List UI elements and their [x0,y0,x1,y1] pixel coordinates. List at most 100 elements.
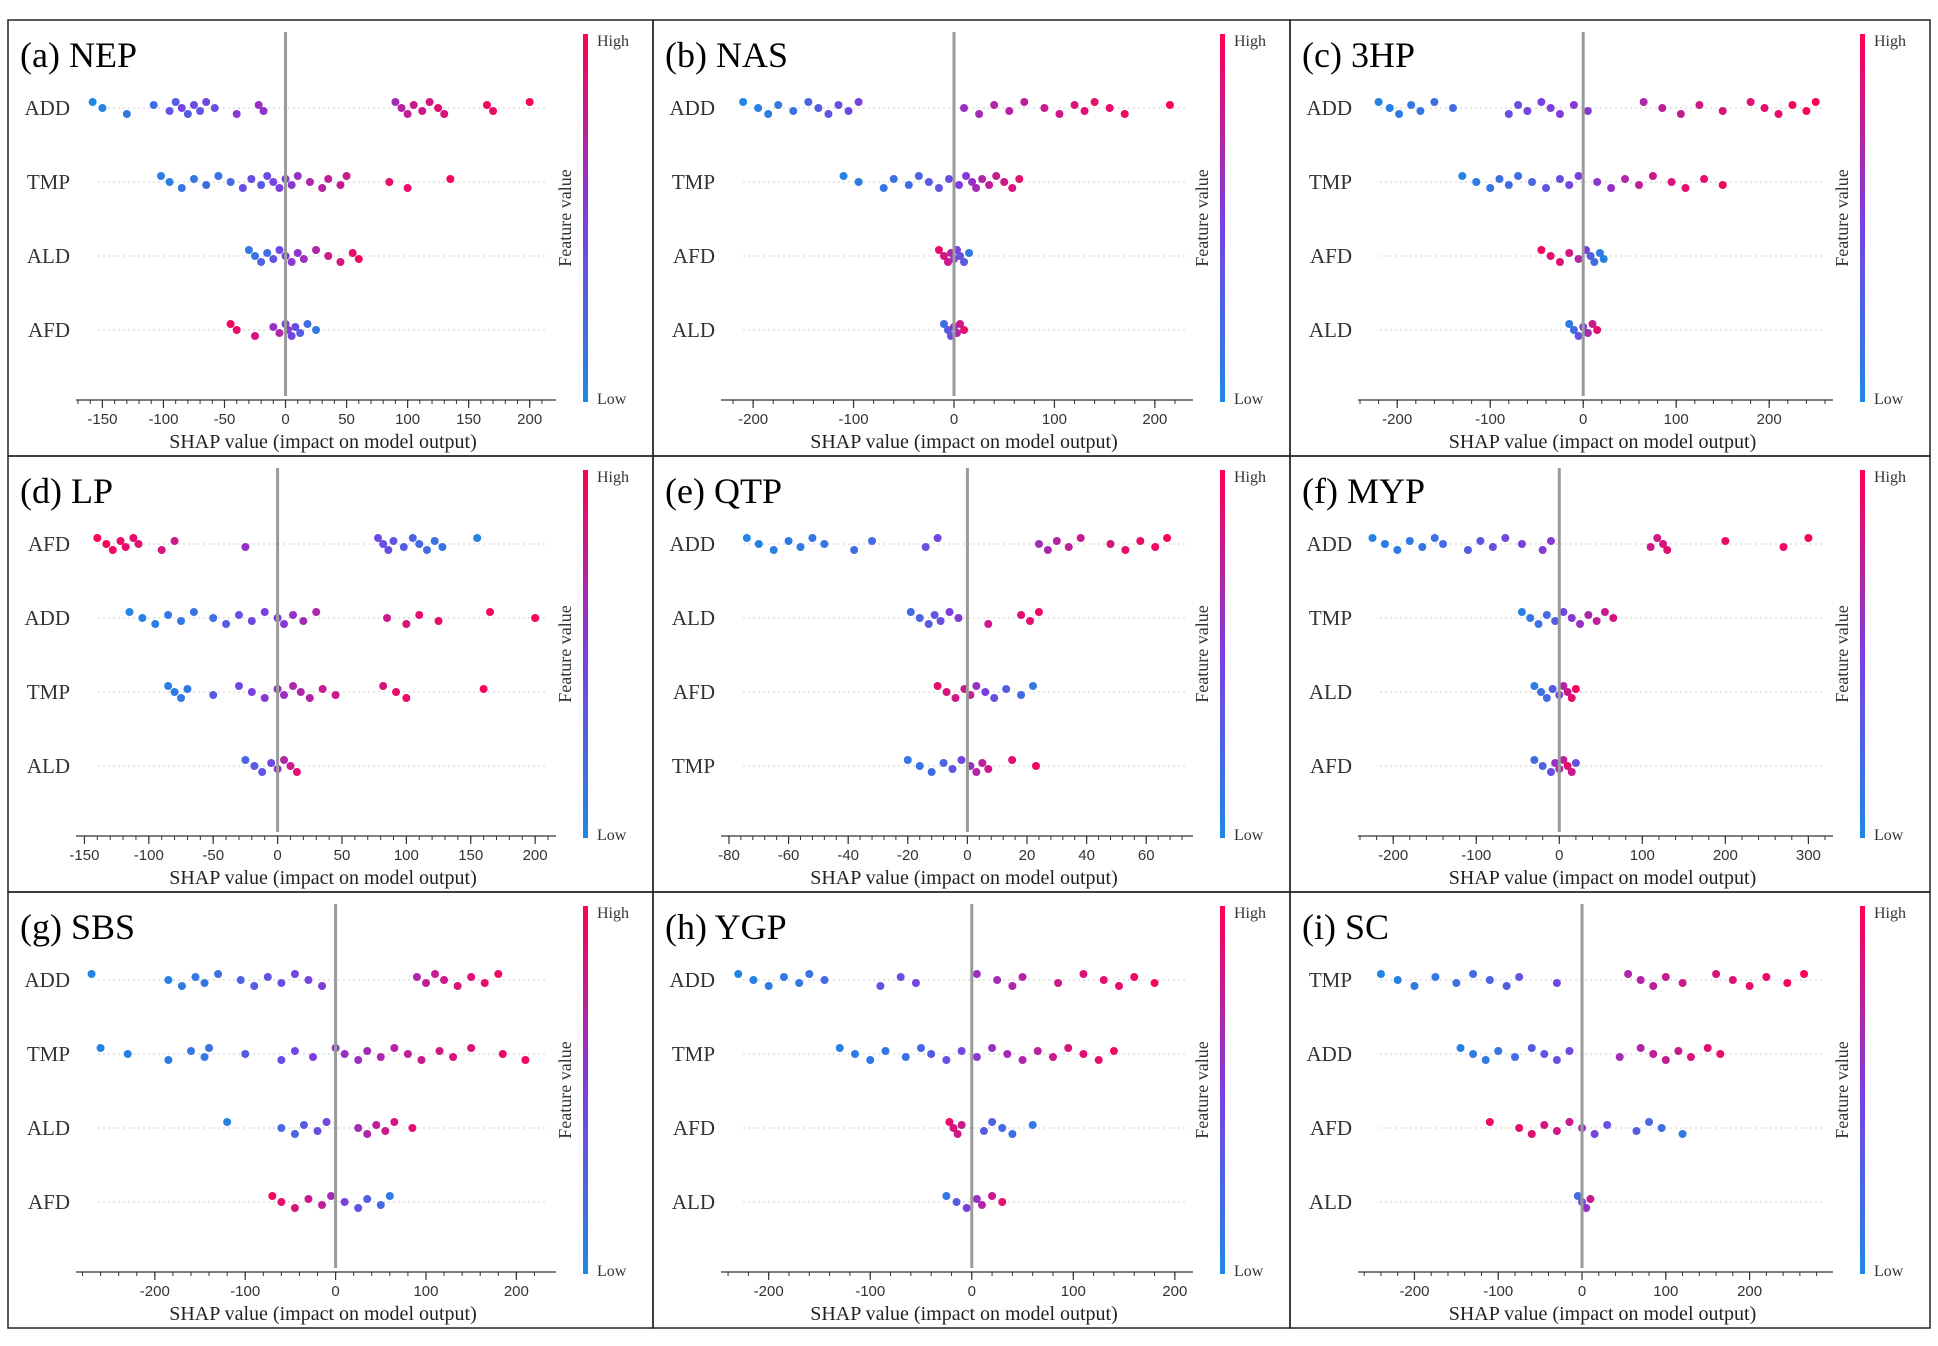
shap-point [1495,175,1504,183]
shap-point [942,1192,951,1200]
shap-point [1530,756,1539,764]
shap-point [868,537,877,545]
shap-point [287,332,296,340]
shap-point [453,982,462,990]
shap-point [1416,107,1425,115]
shap-point [960,326,969,334]
shap-point [949,1124,958,1132]
shap-point [280,620,289,628]
colorbar [1220,906,1225,1274]
shap-point [934,246,943,254]
shap-point [742,534,751,542]
shap-point [1418,543,1427,551]
colorbar-low-label: Low [1234,827,1264,844]
panel-title: (e) QTP [665,471,782,511]
shap-point [1648,172,1657,180]
shap-point [1603,1121,1612,1129]
x-tick-label: 0 [1578,1283,1586,1300]
shap-point [403,1050,412,1058]
shap-point [866,1056,875,1064]
shap-point [259,107,268,115]
x-tick-label: 50 [338,411,355,428]
x-axis-label: SHAP value (impact on model output) [1449,1303,1757,1325]
feature-label-tmp: TMP [1309,170,1352,194]
x-tick-label: 100 [394,847,419,864]
panel--h-ygp: (h) YGP ADD TMP AFD ALD -200 -100 0 100 200 SHAP v… [652,891,1291,1329]
shap-point [318,685,327,693]
shap-point [1538,762,1547,770]
shap-point [1395,110,1404,118]
shap-point [486,608,495,616]
shap-point [313,1127,322,1135]
shap-point [389,537,398,545]
x-tick-label: 100 [1630,847,1655,864]
shap-point [363,1047,372,1055]
shap-point [1017,691,1026,699]
shap-point [930,611,939,619]
shap-point [1530,682,1539,690]
shap-point [1559,608,1568,616]
shap-point [177,982,186,990]
shap-point [418,107,427,115]
shap-point [1523,107,1532,115]
colorbar [1220,34,1225,402]
feature-label-afd: AFD [28,318,70,342]
shap-point [251,252,260,260]
shap-point [189,175,198,183]
shap-point [1649,1050,1658,1058]
shap-point [1573,1192,1582,1200]
shap-point [814,104,823,112]
shap-point [151,620,160,628]
feature-label-ald: ALD [27,754,70,778]
shap-point [1090,98,1099,106]
feature-label-afd: AFD [673,244,715,268]
shap-point [1657,1124,1666,1132]
shap-point [1542,611,1551,619]
shap-point [1569,326,1578,334]
shap-point [1481,1056,1490,1064]
shap-point [1649,982,1658,990]
shap-point [851,1050,859,1058]
colorbar-high-label: High [1874,905,1906,922]
feature-label-add: ADD [670,96,716,120]
shap-point [1079,970,1088,978]
shap-point [1514,101,1523,109]
shap-point [290,1047,299,1055]
shap-point [385,178,394,186]
shap-point [269,178,278,186]
shap-point [1745,982,1754,990]
shap-point [921,543,930,551]
feature-label-tmp: TMP [672,170,715,194]
shap-point [409,101,418,109]
shap-point [390,1044,399,1052]
shap-point [1099,976,1108,984]
shap-point [1008,982,1017,990]
colorbar-title: Feature value [555,169,575,266]
shap-point [222,620,231,628]
shap-point [1574,332,1583,340]
x-tick-label: -100 [230,1283,260,1300]
shap-point [392,688,401,696]
shap-point [1569,101,1578,109]
colorbar-title: Feature value [555,1041,575,1138]
shap-point [494,970,503,978]
shap-point [210,104,219,112]
shap-point [1469,970,1478,978]
shap-point [824,110,833,118]
shap-point [1031,762,1040,770]
shap-point [275,246,284,254]
shap-point [293,249,302,257]
shap-point [327,1192,336,1200]
feature-label-afd: AFD [1310,244,1352,268]
shap-point [990,101,999,109]
shap-point [1559,682,1568,690]
shap-point [170,688,179,696]
shap-point [1574,255,1583,263]
shap-point [214,172,223,180]
shap-point [267,759,276,767]
shap-point [1463,546,1472,554]
x-axis-label: SHAP value (impact on model output) [810,1303,1118,1325]
shap-point [303,320,312,328]
shap-point [965,249,974,257]
shap-point [438,543,447,551]
